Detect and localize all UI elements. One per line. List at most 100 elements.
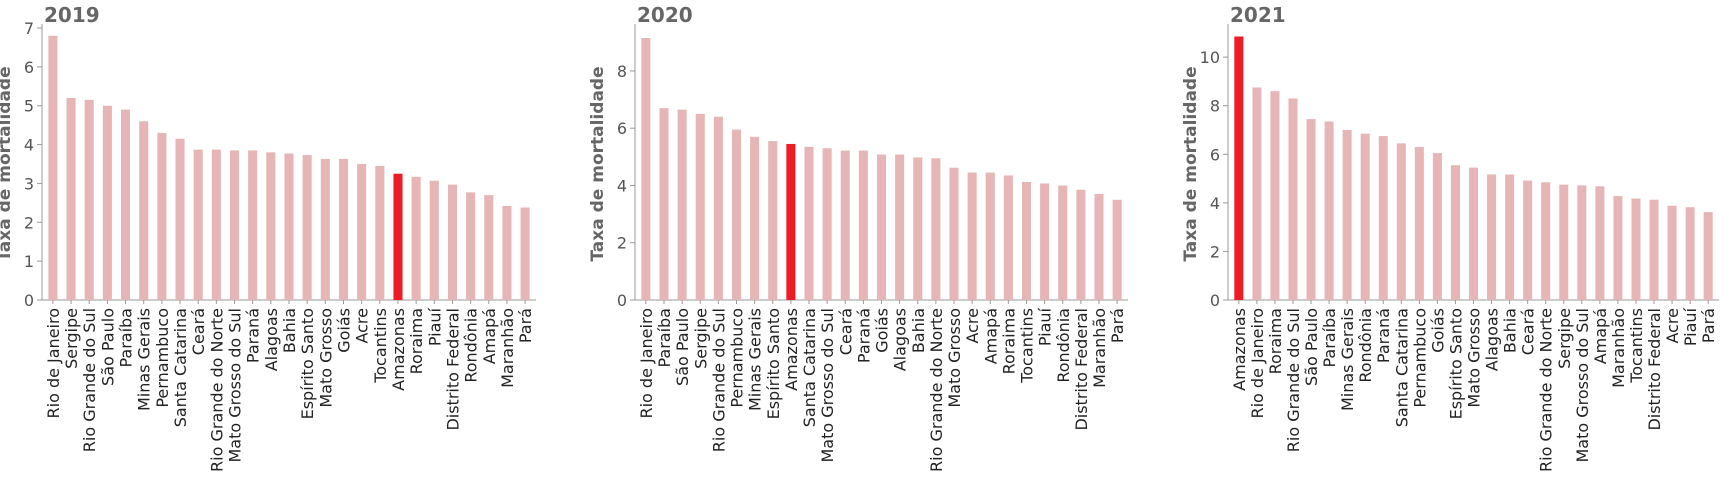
x-tick-label: Mato Grosso do Sul: [818, 308, 837, 463]
x-tick-label: Mato Grosso: [945, 308, 964, 408]
bar-minas-gerais: [139, 121, 149, 300]
bar-pernambuco: [1414, 147, 1424, 300]
bar-rio-de-janeiro: [641, 38, 651, 300]
chart-title: 2021: [1230, 3, 1286, 27]
bar-sergipe: [1559, 184, 1569, 300]
x-tick-label: Sergipe: [691, 308, 710, 369]
x-tick-label: São Paulo: [1302, 308, 1321, 386]
x-tick-label: Espírito Santo: [1446, 308, 1465, 419]
bar-paraná: [858, 150, 868, 300]
x-tick-label: Paraná: [244, 308, 263, 363]
bar-amapá: [985, 172, 995, 300]
chart-panel-2020: 2020 Taxa de mortalidade 0 2 4 6 8 Rio de Janei…: [588, 3, 1128, 472]
bar-distrito-federal: [1649, 199, 1659, 300]
bar-acre: [967, 172, 977, 300]
x-tick-label: Minas Gerais: [135, 308, 154, 411]
bar-ceará: [840, 150, 850, 300]
bar-tocantins: [375, 165, 385, 300]
x-tick-label: Acre: [353, 308, 372, 344]
bar-espírito-santo: [768, 141, 778, 300]
x-tick-label: Rio de Janeiro: [44, 308, 63, 419]
y-tick-label: 4: [24, 136, 34, 155]
bar-rondônia: [1058, 185, 1068, 300]
y-axis-label: Taxa de mortalidade: [1181, 66, 1201, 261]
x-tick-label: Minas Gerais: [1338, 308, 1357, 411]
y-tick-label: 3: [24, 174, 34, 193]
x-tick-label: Alagoas: [891, 308, 910, 371]
bar-espírito-santo: [302, 155, 312, 300]
x-tick-label: Maranhão: [1609, 308, 1628, 388]
bar-mato-grosso: [320, 158, 330, 300]
bar-amapá: [1595, 186, 1605, 300]
x-tick-label: Mato Grosso do Sul: [226, 308, 245, 463]
x-tick-label: Pará: [1699, 308, 1718, 343]
bar-pernambuco: [731, 129, 742, 300]
bar-bahia: [913, 157, 923, 300]
bar-paraíba: [1324, 121, 1334, 300]
bar-mato-grosso-do-sul: [1577, 185, 1587, 300]
y-tick-label: 7: [24, 19, 34, 38]
x-tick-label: Tocantins: [1627, 308, 1646, 384]
bar-tocantins: [1631, 198, 1641, 300]
y-tick-label: 0: [617, 291, 627, 310]
bar-alagoas: [895, 154, 905, 300]
bar-acre: [1667, 205, 1677, 300]
y-tick-label: 2: [24, 213, 34, 232]
bar-santa-catarina: [1396, 143, 1406, 300]
x-tick-label: Amazonas: [1230, 308, 1249, 391]
x-tick-label: Distrito Federal: [1072, 308, 1091, 431]
x-tick-label: Amapá: [981, 308, 1000, 364]
y-axis-label: Taxa de mortalidade: [588, 66, 608, 261]
chart-title: 2020: [637, 3, 693, 27]
x-tick-label: Rio de Janeiro: [1248, 308, 1267, 419]
bar-rio-grande-do-norte: [931, 158, 941, 300]
x-tick-label: Pará: [516, 308, 535, 343]
bar-piauí: [1685, 207, 1695, 300]
x-tick-label: Amazonas: [782, 308, 801, 391]
bar-pará: [1112, 199, 1122, 300]
x-tick-label: Ceará: [189, 308, 208, 355]
bar-santa-catarina: [804, 146, 814, 300]
bar-amazonas: [786, 143, 796, 300]
bar-distrito-federal: [447, 184, 457, 300]
bar-roraima: [1003, 175, 1013, 300]
x-tick-label: Amazonas: [389, 308, 408, 391]
x-tick-label: Pará: [1108, 308, 1127, 343]
x-tick-label: Bahia: [909, 308, 928, 353]
x-tick-label: Sergipe: [62, 308, 81, 369]
bar-rio-grande-do-norte: [1541, 182, 1551, 300]
bar-goiás: [1432, 153, 1442, 300]
bar-rondônia: [466, 192, 476, 300]
bar-roraima: [411, 176, 421, 300]
x-tick-label: Goiás: [873, 308, 892, 353]
bar-amazonas: [1234, 36, 1244, 300]
x-tick-label: Tocantins: [371, 308, 390, 384]
bar-alagoas: [266, 152, 276, 300]
x-tick-label: Paraná: [854, 308, 873, 363]
x-tick-label: Acre: [1663, 308, 1682, 344]
bar-mato-grosso-do-sul: [229, 150, 240, 300]
bar-amapá: [484, 195, 494, 300]
bar-pará: [1703, 212, 1713, 300]
bar-minas-gerais: [1342, 130, 1352, 300]
x-tick-label: Paraná: [1374, 308, 1393, 363]
x-tick-label: Ceará: [836, 308, 855, 355]
bar-roraima: [1270, 91, 1280, 301]
x-tick-label: Rio Grande do Sul: [709, 308, 728, 452]
bar-piauí: [429, 180, 439, 300]
bar-bahia: [1505, 174, 1515, 300]
x-tick-label: Roraima: [999, 308, 1018, 374]
bar-rio-grande-do-sul: [713, 116, 723, 300]
bar-piauí: [1040, 183, 1050, 300]
x-tick-label: Goiás: [1428, 308, 1447, 353]
bar-rondônia: [1360, 133, 1370, 300]
bar-mato-grosso-do-sul: [822, 148, 832, 300]
y-tick-label: 8: [1210, 97, 1220, 116]
bar-rio-de-janeiro: [1252, 87, 1262, 300]
x-tick-label: Piauí: [1036, 307, 1055, 346]
bar-rio-de-janeiro: [48, 35, 58, 301]
x-tick-label: Amapá: [480, 308, 499, 364]
bar-rio-grande-do-norte: [211, 149, 221, 300]
x-tick-label: Piauí: [1681, 307, 1700, 346]
